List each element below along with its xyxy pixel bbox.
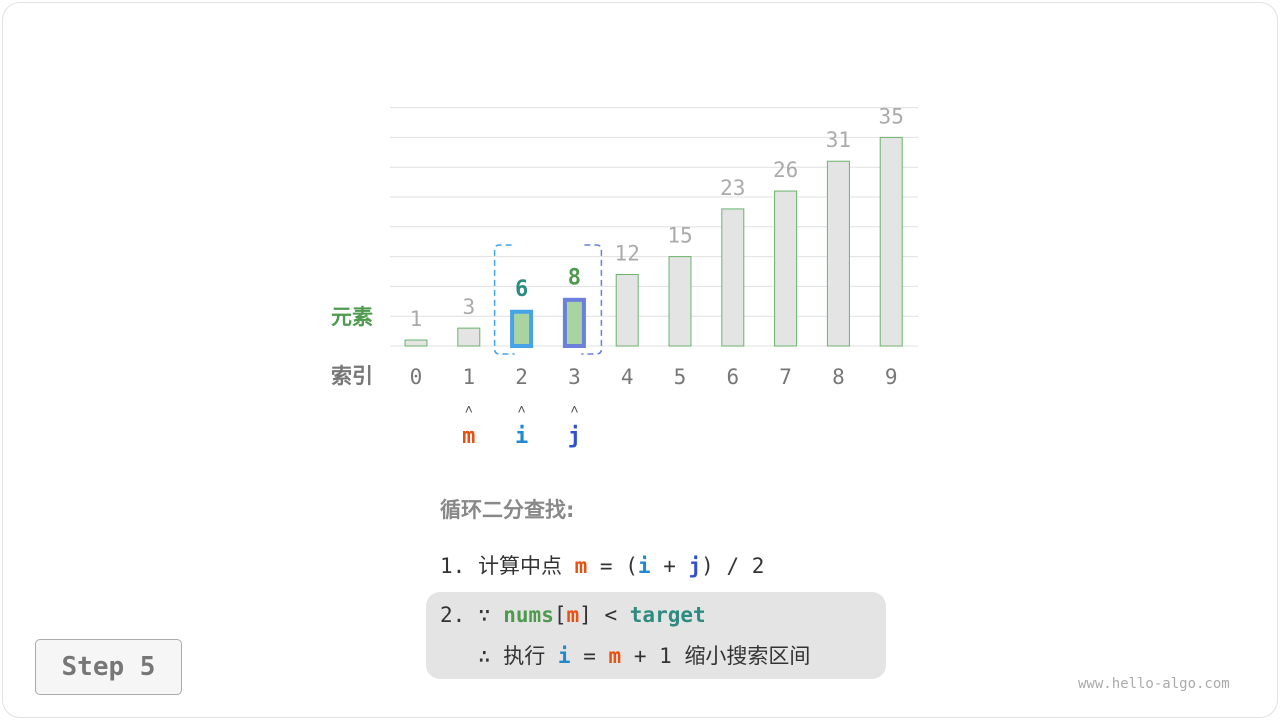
pointer-arrow-icon: ˄ [465, 402, 473, 418]
bar-value-label: 1 [410, 307, 423, 331]
therefore-symbol: ∴ [477, 644, 491, 668]
section-title: 循环二分查找: [440, 498, 575, 522]
var-m: m [608, 644, 622, 668]
op-lt: < [604, 603, 618, 627]
bar-value-label: 8 [568, 265, 581, 290]
bar [879, 136, 903, 347]
op-plus: + [663, 554, 676, 578]
highlighted-step [426, 592, 886, 679]
line-text: 执行 [503, 644, 546, 668]
op-eq: = [583, 644, 596, 668]
index-label: 6 [726, 365, 739, 389]
pointer-label-j: j [568, 424, 581, 449]
pointer-arrow-icon: ˄ [570, 402, 578, 418]
step-line-3: ∴ 执行 i = m + 1 缩小搜索区间 [440, 640, 811, 670]
index-label: 0 [410, 365, 423, 389]
bar-value-label: 26 [773, 158, 798, 182]
op-eq: = [599, 554, 613, 578]
step-line-1: 1. 计算中点 m = (i + j) / 2 [440, 550, 764, 580]
bar-value-label: 6 [515, 277, 528, 302]
paren: ( [625, 554, 638, 578]
bracket: [ [553, 603, 567, 627]
var-m: m [566, 603, 580, 627]
var-target: target [629, 603, 706, 627]
bar [457, 327, 481, 347]
index-label: 4 [621, 365, 634, 389]
index-label: 2 [515, 365, 528, 389]
search-range-right-bracket [581, 244, 603, 355]
expr-rest: ) / 2 [701, 554, 765, 578]
var-m: m [574, 554, 588, 578]
line-text: 缩小搜索区间 [684, 644, 811, 668]
bar [774, 190, 798, 347]
line-number: 2. [440, 603, 466, 627]
pointer-label-i: i [515, 424, 528, 449]
bar [404, 339, 428, 347]
because-symbol: ∵ [477, 603, 491, 627]
step-line-2: 2. ∵ nums[m] < target [440, 603, 706, 627]
var-j: j [688, 554, 702, 578]
row-label-elements: 元素 [331, 305, 373, 329]
var-nums: nums [503, 603, 554, 627]
pointer-arrow-icon: ˄ [517, 402, 525, 418]
watermark: www.hello-algo.com [1078, 676, 1230, 692]
bar [826, 160, 850, 347]
var-i: i [557, 644, 571, 668]
bar-value-label: 23 [720, 176, 745, 200]
index-label: 8 [832, 365, 845, 389]
bar-value-label: 3 [462, 295, 475, 319]
bar [668, 256, 692, 347]
index-label: 9 [885, 365, 898, 389]
bracket: ] [579, 603, 592, 627]
bar-value-label: 15 [667, 224, 692, 248]
bar-value-label: 35 [879, 104, 904, 128]
bar-highlighted [510, 309, 534, 348]
index-label: 1 [462, 365, 475, 389]
index-label: 7 [779, 365, 792, 389]
bar-highlighted [562, 297, 586, 349]
index-label: 5 [674, 365, 687, 389]
row-label-index: 索引 [331, 364, 373, 388]
bar [721, 208, 745, 347]
expr-rest: + 1 [633, 644, 672, 668]
pointer-label-m: m [462, 424, 475, 449]
bar [615, 273, 639, 347]
index-label: 3 [568, 365, 581, 389]
bar-value-label: 12 [615, 241, 640, 265]
var-i: i [637, 554, 651, 578]
bar-value-label: 31 [826, 128, 851, 152]
step-button[interactable]: Step 5 [35, 639, 182, 695]
line-text: 计算中点 [477, 554, 562, 578]
search-range-left-bracket [493, 244, 515, 355]
line-number: 1. [440, 554, 466, 578]
